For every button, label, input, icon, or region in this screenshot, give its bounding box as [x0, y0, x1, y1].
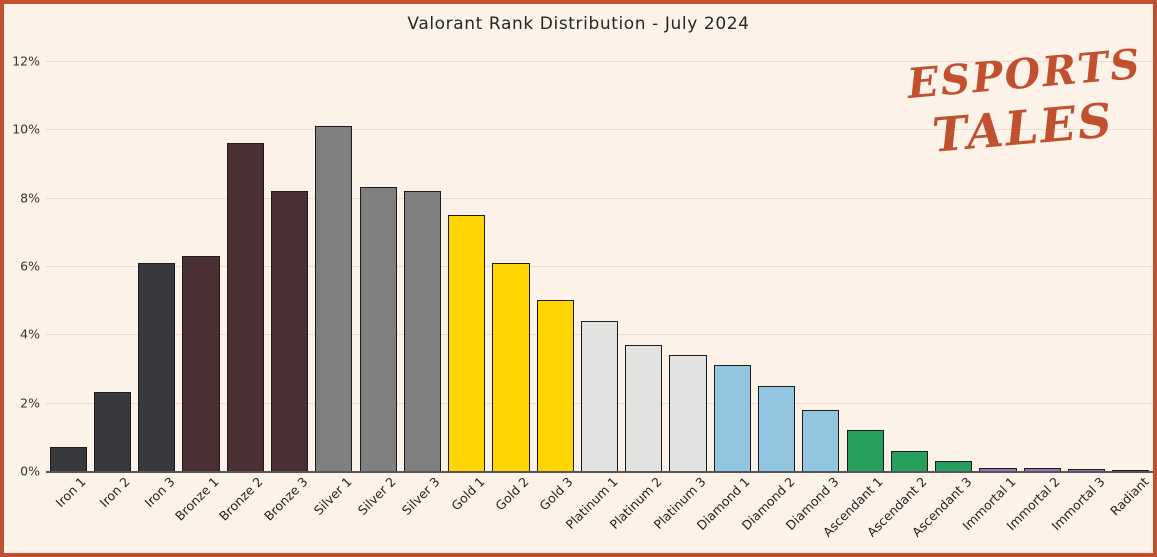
y-tick-label: 0%: [20, 463, 40, 479]
bar-iron-3: [138, 262, 176, 471]
x-tick-label: Iron 1: [52, 474, 89, 511]
y-tick-label: 10%: [12, 121, 40, 137]
bar-silver-3: [403, 190, 441, 471]
x-tick-label: Bronze 3: [260, 474, 311, 524]
x-tick-label: Radiant: [1106, 474, 1152, 519]
bar-immortal-2: [1023, 467, 1061, 471]
x-tick-label: Gold 2: [492, 474, 532, 514]
gridline: [46, 197, 1153, 199]
y-tick-label: 6%: [20, 258, 40, 274]
bar-immortal-3: [1067, 469, 1106, 471]
bar-ascendant-2: [890, 450, 929, 471]
bar-bronze-2: [226, 143, 264, 471]
bar-bronze-1: [182, 255, 220, 471]
bar-silver-1: [315, 125, 353, 471]
y-tick-label: 2%: [20, 395, 40, 411]
bar-ascendant-3: [935, 460, 973, 471]
bar-series: [46, 61, 1153, 471]
bar-diamond-2: [758, 385, 796, 471]
bar-bronze-3: [270, 190, 309, 471]
chart-title: Valorant Rank Distribution - July 2024: [407, 14, 750, 34]
bar-gold-2: [492, 262, 530, 471]
bar-iron-2: [93, 392, 131, 471]
bar-platinum-1: [580, 320, 619, 471]
y-tick-label: 4%: [20, 326, 40, 342]
bar-platinum-2: [625, 344, 663, 471]
x-tick-label: Silver 2: [354, 474, 399, 518]
x-axis-line: [46, 471, 1153, 473]
bar-radiant: [1112, 469, 1150, 471]
x-tick-label: Iron 3: [141, 474, 178, 511]
plot-area: [46, 61, 1153, 472]
x-tick-label: Bronze 1: [171, 474, 222, 524]
y-tick-label: 8%: [20, 190, 40, 206]
gridline: [46, 129, 1153, 131]
y-axis: 0% 2% 4% 6% 8% 10% 12%: [4, 54, 40, 479]
x-tick-label: Gold 1: [447, 474, 488, 514]
bar-silver-2: [359, 187, 397, 471]
bar-ascendant-1: [846, 430, 884, 471]
x-tick-label: Gold 3: [536, 474, 576, 514]
gridline: [46, 61, 1153, 62]
bar-platinum-3: [669, 354, 707, 471]
x-tick-label: Silver 1: [310, 474, 355, 518]
x-tick-label: Silver 3: [399, 474, 443, 518]
bar-iron-1: [49, 447, 87, 471]
x-tick-label: Bronze 2: [216, 474, 266, 524]
gridline: [46, 266, 1153, 267]
bar-diamond-3: [802, 409, 840, 471]
bar-gold-1: [448, 214, 486, 471]
bar-diamond-1: [713, 365, 751, 471]
x-tick-label: Iron 2: [96, 474, 134, 511]
y-tick-label: 12%: [12, 53, 40, 69]
x-axis: Iron 1 Iron 2 Iron 3 Bronze 1 Bronze 2 Bronze…: [46, 474, 1153, 557]
bar-immortal-1: [979, 467, 1017, 471]
bar-gold-3: [536, 300, 574, 471]
